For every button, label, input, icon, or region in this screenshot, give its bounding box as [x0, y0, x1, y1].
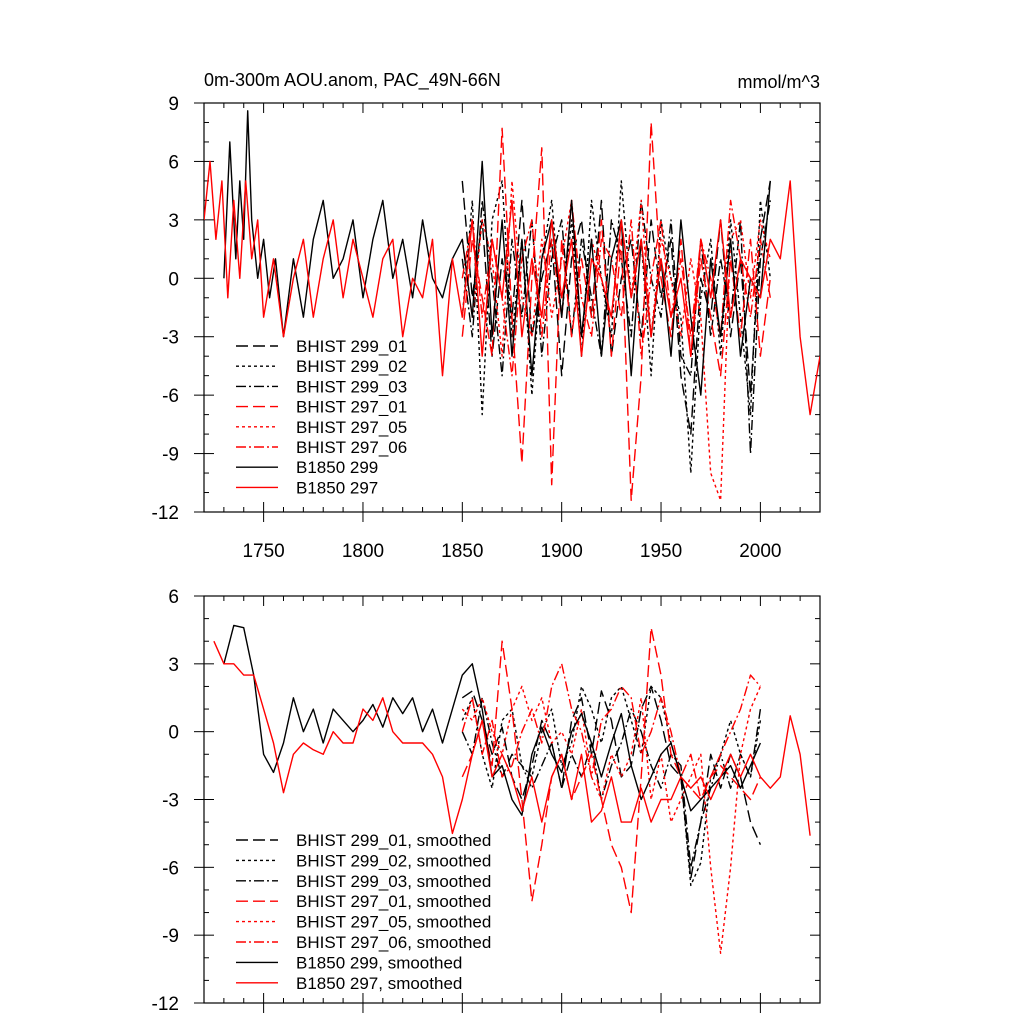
top-legend-label: B1850 299	[296, 458, 378, 477]
top-series-line-3	[461, 121, 771, 501]
bottom-series-line-7	[213, 640, 811, 836]
top-y-tick-label: 6	[168, 152, 179, 173]
bottom-y-tick-label: 3	[168, 655, 179, 676]
top-x-tick-label: 1900	[541, 541, 583, 562]
bottom-y-tick-label: 0	[168, 723, 179, 744]
bottom-legend-label: BHIST 299_03, smoothed	[296, 872, 491, 891]
top-chart-units: mmol/m^3	[738, 72, 820, 92]
top-legend-label: BHIST 297_05	[296, 418, 407, 437]
top-x-tick-label: 1950	[640, 541, 682, 562]
bottom-series-line-4	[461, 685, 762, 954]
bottom-legend-label: BHIST 299_01, smoothed	[296, 831, 491, 850]
bottom-series-line-5	[461, 663, 761, 801]
top-y-tick-label: 0	[168, 269, 179, 290]
top-chart: 0m-300m AOU.anom, PAC_49N-66N mmol/m^3 1…	[152, 70, 821, 562]
bottom-legend-label: B1850 297, smoothed	[296, 974, 462, 993]
bottom-legend-label: B1850 299, smoothed	[296, 953, 462, 972]
top-legend-label: B1850 297	[296, 478, 378, 497]
top-legend-label: BHIST 299_01	[296, 337, 407, 356]
top-series-line-6	[223, 110, 771, 396]
top-series-line-1	[461, 180, 771, 474]
bottom-legend-label: BHIST 299_02, smoothed	[296, 851, 491, 870]
top-y-tick-label: -3	[162, 328, 179, 349]
top-y-tick-label: 3	[168, 211, 179, 232]
top-legend-label: BHIST 299_02	[296, 357, 407, 376]
top-plot-frame	[203, 102, 821, 513]
top-series-line-2	[461, 199, 771, 455]
top-y-tick-label: -6	[162, 386, 179, 407]
top-chart-title: 0m-300m AOU.anom, PAC_49N-66N	[204, 70, 501, 91]
top-x-tick-label: 1800	[342, 541, 384, 562]
top-legend-label: BHIST 299_03	[296, 377, 407, 396]
bottom-legend-label: BHIST 297_06, smoothed	[296, 933, 491, 952]
top-x-tick-label: 2000	[739, 541, 781, 562]
bottom-legend-label: BHIST 297_01, smoothed	[296, 892, 491, 911]
top-legend-label: BHIST 297_06	[296, 438, 407, 457]
top-y-tick-label: -12	[152, 503, 179, 524]
top-y-tick-label: 9	[168, 94, 179, 115]
bottom-y-tick-label: 6	[168, 587, 179, 608]
bottom-y-tick-label: -3	[162, 791, 179, 812]
top-plot-area: 1750 1800 1850 1900 1950 2000 9 6 3 0 -3 -6 -9 -12 BHI…	[152, 94, 821, 562]
top-x-tick-label: 1750	[242, 541, 284, 562]
top-legend-label: BHIST 297_01	[296, 398, 407, 417]
bottom-y-tick-label: -9	[162, 926, 179, 947]
bottom-y-tick-label: -6	[162, 858, 179, 879]
bottom-legend-label: BHIST 297_05, smoothed	[296, 913, 491, 932]
top-x-tick-label: 1850	[441, 541, 483, 562]
bottom-y-tick-label: -12	[152, 994, 179, 1015]
top-series-line-7	[204, 160, 820, 416]
top-y-tick-label: -9	[162, 445, 179, 466]
